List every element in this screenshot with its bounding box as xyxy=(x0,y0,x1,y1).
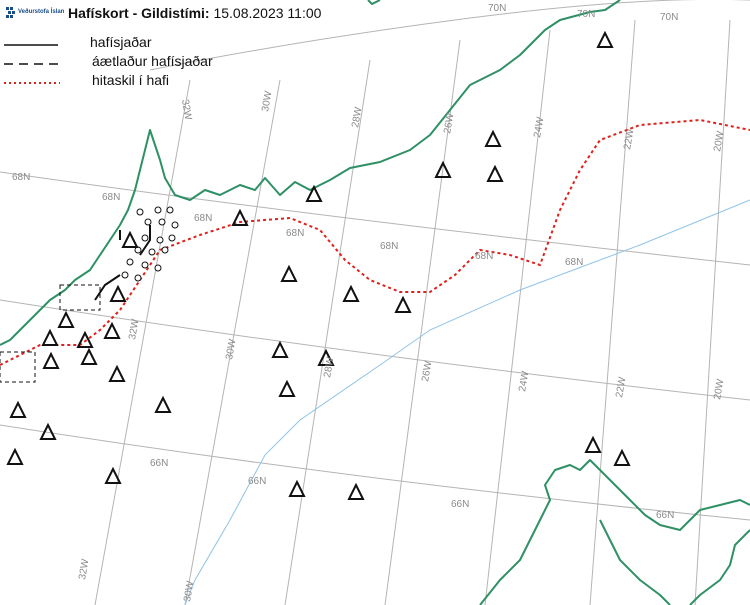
iceberg-icon xyxy=(6,447,24,465)
iceberg-icon xyxy=(584,435,602,453)
iceberg-icon xyxy=(613,448,631,466)
lon-label: 22W xyxy=(614,376,629,399)
iceberg-icon xyxy=(121,230,139,248)
iceberg-icon xyxy=(278,379,296,397)
met-office-logo: Veðurstofa Íslands xyxy=(4,3,72,25)
dashed-line-icon xyxy=(4,63,60,65)
lon-label: 30W xyxy=(260,90,275,113)
iceberg-icon xyxy=(41,328,59,346)
lat-label: 68N xyxy=(565,257,583,268)
lat-label: 68N xyxy=(286,228,304,239)
lon-line-30w xyxy=(184,79,281,605)
lat-line-66n xyxy=(0,424,750,521)
iceberg-icon xyxy=(434,160,452,178)
iceberg-icon xyxy=(596,30,614,48)
legend-label: hafísjaðar xyxy=(90,34,152,50)
iceberg-icon xyxy=(280,264,298,282)
iceberg-icon xyxy=(305,184,323,202)
lat-label: 66N xyxy=(150,458,168,469)
iceberg-icon xyxy=(9,400,27,418)
lon-label: 26W xyxy=(442,112,457,135)
lat-label: 66N xyxy=(656,510,674,521)
legend-label: hitaskil í hafi xyxy=(92,72,170,88)
lat-label: 66N xyxy=(248,476,266,487)
iceberg-icon xyxy=(486,164,504,182)
iceberg-icon xyxy=(109,284,127,302)
iceberg-icon xyxy=(57,310,75,328)
lat-label: 70N xyxy=(488,3,506,14)
iceberg-icon xyxy=(80,347,98,365)
lon-label: 32W xyxy=(179,99,194,122)
greenland-coastline xyxy=(0,0,621,346)
iceberg-icon xyxy=(484,129,502,147)
iceberg-icon xyxy=(39,422,57,440)
logo-text: Veðurstofa Íslands xyxy=(18,7,64,15)
lat-label: 68N xyxy=(475,251,493,262)
lon-line-24w xyxy=(484,29,551,605)
iceberg-icon xyxy=(317,348,335,366)
lon-label: 24W xyxy=(532,116,547,139)
ice-floe-symbols xyxy=(121,206,179,282)
ice-edge-line xyxy=(94,225,151,301)
lat-label: 68N xyxy=(380,241,398,252)
lat-line-66n-upper xyxy=(0,299,750,401)
lon-label: 30W xyxy=(182,580,197,603)
lat-label: 70N xyxy=(660,12,678,23)
iceberg-icon xyxy=(103,321,121,339)
iceberg-icon xyxy=(154,395,172,413)
map-title: Hafískort - Gildistími: 15.08.2023 11:00 xyxy=(68,5,321,21)
lat-line-70n xyxy=(149,0,750,71)
iceberg-icon xyxy=(394,295,412,313)
legend-label: áætlaður hafísjaðar xyxy=(92,53,213,69)
lon-line-32w xyxy=(94,79,191,605)
lon-label: 26W xyxy=(420,360,435,383)
lon-label: 22W xyxy=(622,128,637,151)
lat-label: 68N xyxy=(102,192,120,203)
dotted-line-icon xyxy=(4,82,60,84)
grid-labels: 70N 70N 70N 68N 68N 68N 68N 68N 68N 68N … xyxy=(12,3,727,603)
lat-line-68n xyxy=(0,171,750,266)
lon-label: 24W xyxy=(517,370,532,393)
iceberg-symbols xyxy=(6,30,631,500)
valid-time: 15.08.2023 11:00 xyxy=(209,5,322,21)
estimated-ice-edge-line xyxy=(0,284,101,383)
lon-label: 32W xyxy=(127,318,142,341)
iceland-coastline xyxy=(479,459,750,605)
iceberg-icon xyxy=(76,330,94,348)
iceberg-icon xyxy=(108,364,126,382)
lon-label: 30W xyxy=(224,338,239,361)
lat-label: 68N xyxy=(194,213,212,224)
lon-label: 28W xyxy=(322,356,337,379)
lon-label: 32W xyxy=(77,558,92,581)
iceberg-icon xyxy=(42,351,60,369)
greenland-coast-top xyxy=(367,0,381,6)
lon-line-22w xyxy=(589,19,636,605)
solid-line-icon xyxy=(4,44,58,46)
lon-line-26w xyxy=(384,39,461,605)
lat-label: 68N xyxy=(12,172,30,183)
iceberg-icon xyxy=(342,284,360,302)
lon-line-20w xyxy=(694,19,731,605)
iceberg-icon xyxy=(271,340,289,358)
ocean-front-line xyxy=(0,118,750,366)
iceberg-icon xyxy=(104,466,122,484)
boundary-line xyxy=(184,199,750,605)
lat-label: 66N xyxy=(451,499,469,510)
iceberg-icon xyxy=(347,482,365,500)
lon-line-28w xyxy=(284,59,371,605)
title-label: Hafískort - Gildistími: xyxy=(68,5,210,21)
lat-label: 70N xyxy=(577,9,595,20)
lon-label: 20W xyxy=(712,378,727,401)
lon-label: 20W xyxy=(712,130,727,153)
iceberg-icon xyxy=(288,479,306,497)
lon-label: 28W xyxy=(350,106,365,129)
iceberg-icon xyxy=(231,208,249,226)
